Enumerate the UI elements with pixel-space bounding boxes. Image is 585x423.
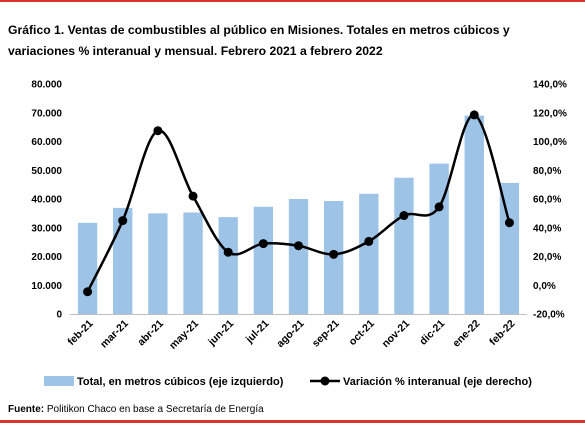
right-y-tick-label: 140,0% <box>533 80 567 91</box>
legend-line-marker <box>320 376 330 386</box>
bar-series <box>77 115 520 314</box>
series-point <box>153 126 163 136</box>
x-tick-label: nov-21 <box>380 318 413 351</box>
bar <box>394 177 414 314</box>
series-point <box>83 287 93 297</box>
left-y-tick-label: 10.000 <box>31 281 62 292</box>
right-y-tick-label: 100,0% <box>533 137 567 148</box>
right-y-tick-label: 60,0% <box>533 195 561 206</box>
x-tick-label: mar-21 <box>98 318 131 351</box>
chart-legend: Total, en metros cúbicos (eje izquierdo)… <box>44 376 532 388</box>
chart-title: Gráfico 1. Ventas de combustibles al púb… <box>8 23 510 58</box>
series-point <box>223 247 233 257</box>
source-text: Politikon Chaco en base a Secretaría de … <box>44 404 264 415</box>
series-point <box>258 239 268 249</box>
x-tick-label: abr-21 <box>135 318 166 349</box>
bar <box>288 199 309 314</box>
right-y-tick-label: 0,0% <box>533 281 556 292</box>
series-point <box>188 191 198 201</box>
x-tick-label: dic-21 <box>417 318 447 348</box>
series-point <box>399 211 409 221</box>
top-accent-rule <box>0 0 585 2</box>
left-y-tick-label: 20.000 <box>31 252 62 263</box>
series-point <box>118 216 128 226</box>
bar <box>113 207 133 314</box>
left-y-tick-label: 0 <box>56 310 62 321</box>
right-y-tick-label: 120,0% <box>533 108 567 119</box>
bar <box>429 163 449 314</box>
series-point <box>504 218 514 228</box>
left-y-tick-label: 80.000 <box>31 80 62 91</box>
bar <box>499 182 520 314</box>
right-y-tick-label: 80,0% <box>533 166 561 177</box>
series-point <box>469 110 479 120</box>
legend-bar-swatch <box>44 376 74 386</box>
legend-bar-label: Total, en metros cúbicos (eje izquierdo) <box>77 376 284 388</box>
x-tick-label: ene-22 <box>450 318 482 350</box>
x-tick-label: may-21 <box>167 318 201 352</box>
left-y-tick-label: 30.000 <box>31 223 62 234</box>
series-point <box>294 241 303 251</box>
left-y-tick-label: 70.000 <box>31 108 62 119</box>
right-y-tick-label: -20,0% <box>533 310 565 321</box>
x-tick-label: oct-21 <box>347 318 377 348</box>
bottom-accent-rule <box>0 420 585 423</box>
series-point <box>329 249 339 259</box>
source-label: Fuente: <box>8 404 45 415</box>
bar <box>148 213 168 314</box>
x-tick-label: jun-21 <box>205 318 236 349</box>
bar <box>77 222 98 314</box>
left-y-tick-label: 40.000 <box>31 195 62 206</box>
x-tick-label: ago-21 <box>274 318 307 351</box>
x-tick-label: feb-21 <box>65 318 95 348</box>
bar <box>218 217 238 314</box>
right-y-tick-label: 40,0% <box>533 223 561 234</box>
bar <box>464 115 484 314</box>
bar <box>183 212 203 314</box>
left-y-tick-label: 50.000 <box>31 166 62 177</box>
bar <box>253 206 274 314</box>
series-point <box>364 236 374 246</box>
x-tick-label: sep-21 <box>310 318 342 350</box>
left-y-tick-label: 60.000 <box>31 137 62 148</box>
bar <box>359 193 379 314</box>
line-series <box>83 110 514 297</box>
series-point <box>434 202 444 212</box>
legend-line-label: Variación % interanual (eje derecho) <box>343 376 532 388</box>
x-tick-label: jul-21 <box>243 318 272 347</box>
source-note: Fuente: Politikon Chaco en base a Secret… <box>8 404 264 415</box>
x-tick-label: feb-22 <box>487 318 517 348</box>
right-y-tick-label: 20,0% <box>533 252 561 263</box>
